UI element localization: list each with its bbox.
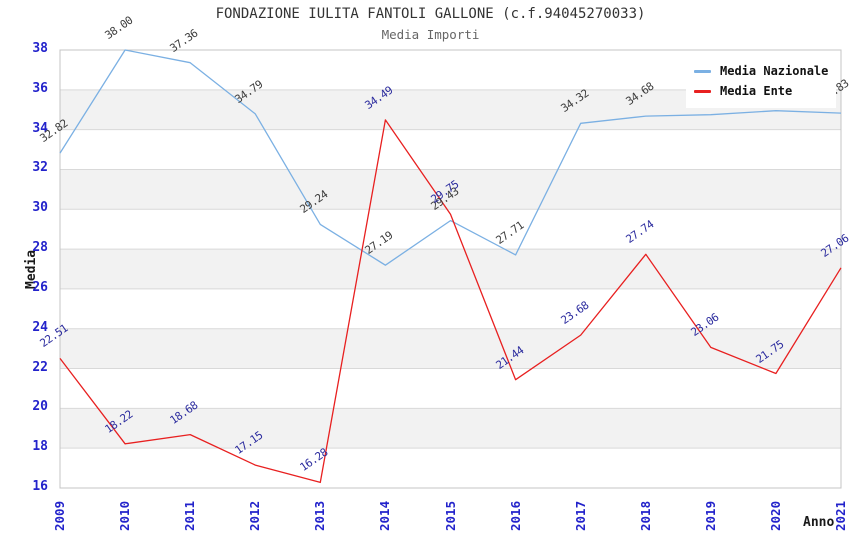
- y-tick-label: 18: [32, 439, 48, 455]
- y-tick-label: 24: [32, 319, 48, 335]
- x-tick-text: 2011: [182, 500, 198, 531]
- nazionale-line-swatch-icon: [694, 69, 711, 73]
- x-tick-text: 2016: [507, 500, 523, 531]
- x-tick-text: 2020: [767, 500, 783, 531]
- legend: Media Nazionale Media Ente: [686, 56, 837, 108]
- legend-label-ente: Media Ente: [720, 84, 793, 98]
- y-tick-label: 30: [32, 200, 48, 216]
- x-tick-text: 2021: [833, 500, 848, 531]
- y-tick-label: 20: [32, 399, 48, 415]
- x-tick-text: 2010: [117, 500, 133, 531]
- y-tick-label: 16: [32, 479, 48, 494]
- y-tick-label: 32: [32, 160, 48, 176]
- y-tick-label: 36: [32, 80, 48, 96]
- y-tick-label: 28: [32, 240, 48, 256]
- y-tick-label: 26: [32, 279, 48, 295]
- y-tick-label: 22: [32, 359, 48, 375]
- band: [60, 408, 841, 449]
- x-tick-text: 2015: [442, 500, 458, 531]
- chart-title: FONDAZIONE IULITA FANTOLI GALLONE (c.f.9…: [215, 6, 646, 22]
- legend-item-media-ente: Media Ente: [694, 81, 828, 101]
- chart-subtitle: Media Importi: [381, 27, 480, 42]
- legend-item-media-nazionale: Media Nazionale: [694, 61, 828, 81]
- band: [60, 328, 841, 369]
- ente-line-swatch-icon: [694, 89, 711, 93]
- x-axis-title: Anno: [803, 515, 835, 530]
- band: [60, 169, 841, 210]
- x-tick-text: 2009: [52, 500, 67, 531]
- x-tick-text: 2014: [377, 500, 393, 531]
- x-tick-text: 2018: [637, 500, 653, 531]
- y-tick-label: 38: [32, 41, 48, 56]
- y-tick-label: 34: [32, 120, 48, 136]
- series-line-nazionale: [59, 49, 842, 266]
- x-tick-text: 2019: [702, 500, 718, 531]
- legend-label-nazionale: Media Nazionale: [720, 64, 829, 78]
- series-line-ente: [59, 119, 842, 484]
- x-tick-text: 2017: [572, 500, 588, 531]
- band: [60, 249, 841, 289]
- x-tick-text: 2012: [247, 500, 263, 531]
- x-tick-text: 2013: [312, 500, 328, 531]
